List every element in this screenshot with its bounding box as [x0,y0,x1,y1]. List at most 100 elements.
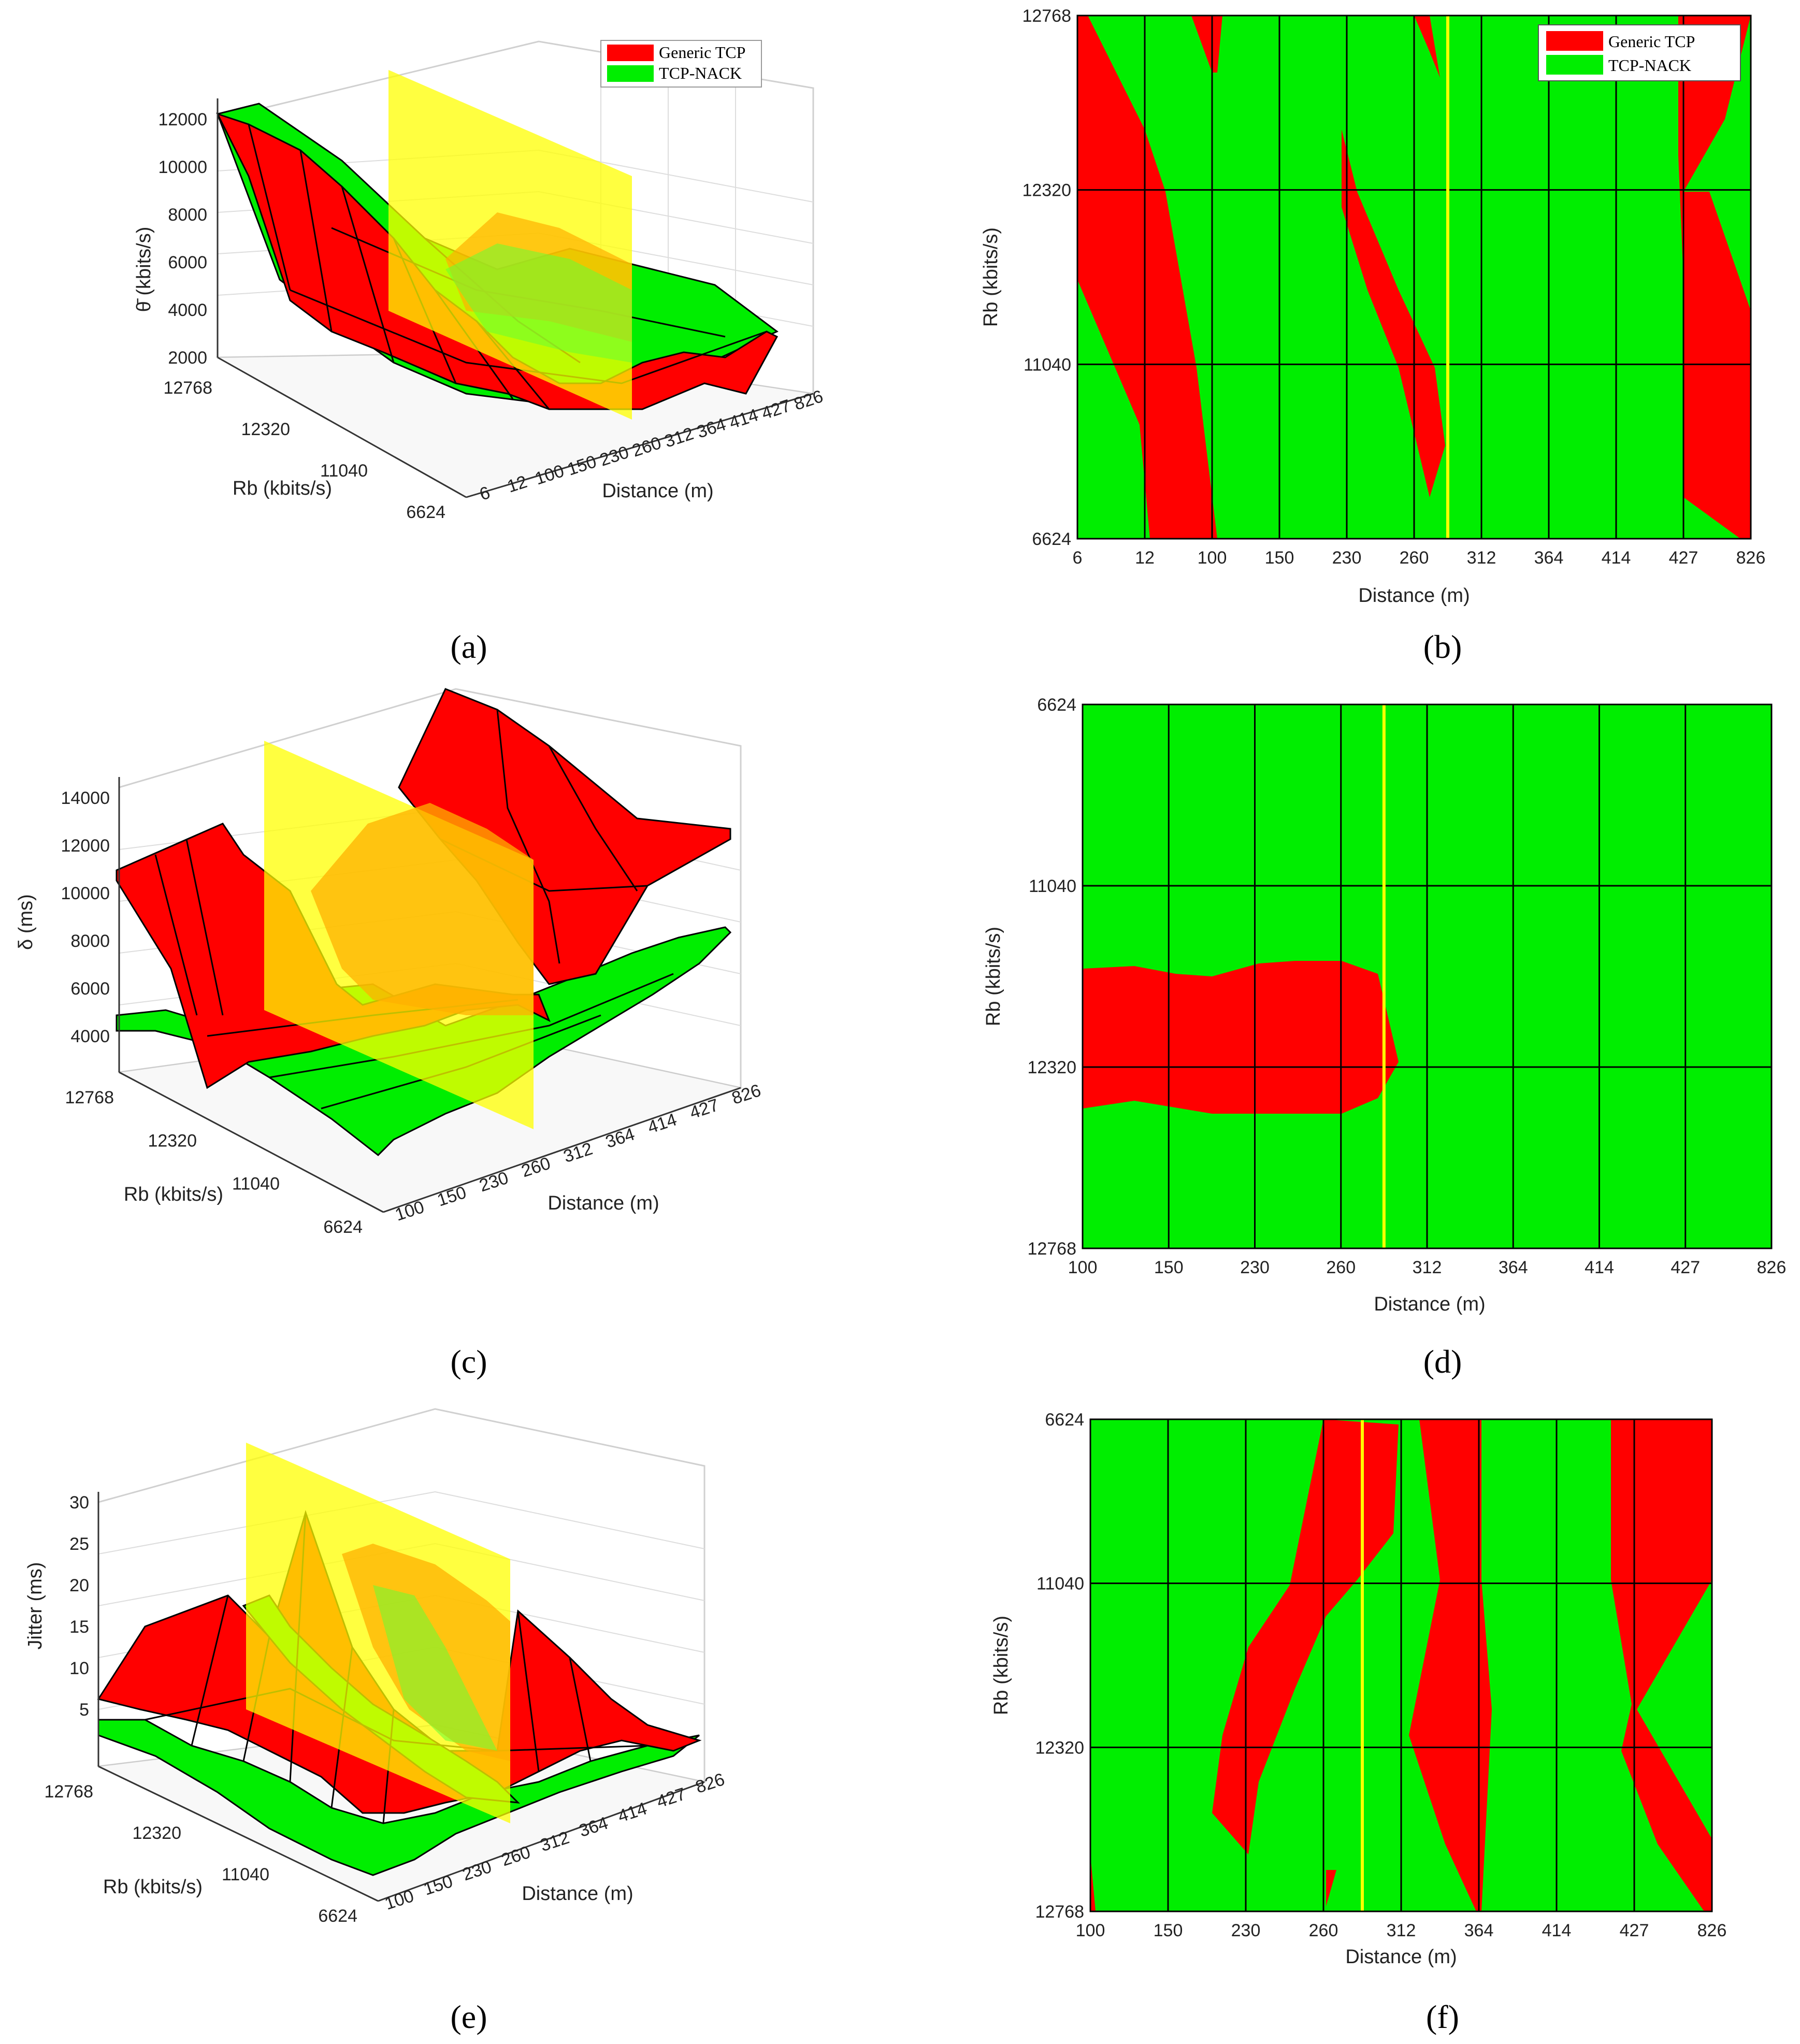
panel-b-legend-nack: TCP-NACK [1608,56,1691,75]
panel-c-z-tick: 12000 [61,836,110,856]
panel-e-z-ticks: 5 10 15 20 25 30 [69,1493,89,1720]
panel-a-legend-generic: Generic TCP [659,43,745,62]
panel-e-z-tick: 30 [69,1493,89,1513]
panel-e-y-tick: 6624 [318,1906,357,1926]
panel-a-z-tick: 2000 [168,348,207,368]
panel-a-ylabel: Rb (kbits/s) [233,478,332,499]
panel-a-z-tick: 10000 [158,157,207,177]
panel-f-region-5 [1326,1870,1336,1906]
panel-b-region-1 [1077,16,1217,539]
panel-a-z-tick: 12000 [158,110,207,129]
panel-c-z-tick: 4000 [70,1027,110,1046]
panel-f-x-tick: 230 [1231,1921,1261,1940]
panel-f-region-2 [1409,1419,1492,1911]
panel-f-region-3 [1611,1419,1712,1911]
panel-d-x-tick: 150 [1154,1258,1184,1277]
panel-c: 4000 6000 8000 10000 12000 14000 12768 12320 11… [15,688,764,1380]
panel-a-z-ticks: 2000 4000 6000 8000 10000 12000 [158,110,207,368]
panel-b-x-tick: 260 [1400,548,1429,568]
panel-b-legend: Generic TCP TCP-NACK [1538,24,1741,81]
panel-a-y-tick: 12320 [241,420,290,439]
panel-f-y-tick: 12320 [1035,1738,1084,1758]
panel-c-z-tick: 6000 [70,979,110,999]
panel-b-x-tick: 12 [1135,548,1155,568]
panel-b-y-tick: 6624 [1032,529,1071,549]
panel-b-legend-swatch-generic [1546,31,1603,51]
panel-e-plane-green [373,1585,497,1751]
panel-d-x-tick: 427 [1671,1258,1700,1277]
panel-e-z-tick: 25 [69,1534,89,1554]
panel-b-x-tick: 150 [1265,548,1294,568]
panel-f-x-tick: 260 [1309,1921,1338,1940]
panel-d-grid [1083,704,1772,1248]
panel-a-z-tick: 8000 [168,205,207,225]
panel-b-legend-swatch-nack [1546,55,1603,75]
panel-a-y-tick: 11040 [320,461,368,481]
panel-a-xlabel: Distance (m) [602,480,713,502]
panel-a-legend: Generic TCP TCP-NACK [600,40,762,88]
panel-d-region-1 [1083,961,1399,1114]
panel-f-ylabel: Rb (kbits/s) [990,1616,1012,1715]
panel-a-legend-swatch-nack [607,65,654,82]
panel-f-xlabel: Distance (m) [1345,1946,1457,1968]
panel-d-x-tick: 364 [1499,1258,1528,1277]
panel-c-xlabel: Distance (m) [548,1192,659,1214]
panel-f-y-tick: 12768 [1035,1902,1084,1922]
panel-f-y-tick: 11040 [1036,1574,1084,1594]
panel-d-x-tick: 826 [1757,1258,1787,1277]
panel-d-xlabel: Distance (m) [1374,1293,1485,1315]
panel-c-zlabel: δ (ms) [15,894,37,950]
panel-f-x-ticks: 100 150 230 260 312 364 414 427 826 [1076,1921,1727,1940]
panel-b-x-ticks: 6 12 100 150 230 260 312 364 414 427 826 [1073,548,1766,568]
panel-a-legend-nack: TCP-NACK [659,64,742,82]
panel-f-x-tick: 826 [1697,1921,1727,1940]
panel-f-caption: (f) [1426,1998,1459,2035]
panel-f-y-ticks: 12768 12320 11040 6624 [1035,1410,1084,1922]
panel-b-x-tick: 826 [1736,548,1766,568]
panel-a-y-tick: 12768 [163,378,212,398]
panel-c-caption: (c) [450,1343,487,1380]
panel-c-y-ticks: 12768 12320 11040 6624 [65,1088,363,1237]
panel-f-x-tick: 312 [1387,1921,1416,1940]
panel-d-x-tick: 260 [1326,1258,1356,1277]
panel-c-y-tick: 12768 [65,1088,114,1107]
panel-b-xlabel: Distance (m) [1358,585,1470,607]
panel-e-axes [97,1492,705,1902]
panel-d-y-tick: 12320 [1027,1058,1076,1077]
panel-e-y-tick: 12768 [44,1782,93,1802]
panel-b-x-tick: 427 [1669,548,1698,568]
panel-d-x-ticks: 100 150 230 260 312 364 414 427 826 [1068,1258,1787,1277]
panel-f-x-tick: 364 [1464,1921,1494,1940]
panel-d-y-tick: 11040 [1029,876,1076,896]
panel-b-y-tick: 12320 [1022,181,1071,200]
panel-e-z-tick: 10 [69,1659,89,1678]
panel-b: 6 12 100 150 230 260 312 364 414 427 826 6624 11040… [980,6,1765,665]
panel-f-region-4 [1090,1854,1096,1911]
panel-d-x-tick: 312 [1413,1258,1442,1277]
panel-d: 100 150 230 260 312 364 414 427 826 12768 12320 11… [983,695,1786,1380]
panel-b-x-tick: 100 [1198,548,1227,568]
panel-b-generic-regions [1077,16,1751,539]
panel-c-y-tick: 6624 [323,1217,363,1237]
panel-a-plane-green [445,243,632,363]
panel-c-plane-overlap [311,803,534,1015]
panel-e-ylabel: Rb (kbits/s) [103,1876,203,1898]
panel-b-caption: (b) [1423,628,1462,665]
panel-b-region-4 [1414,16,1440,78]
panel-c-axes [118,777,741,1213]
panel-b-y-ticks: 6624 11040 12320 12768 [1022,6,1071,549]
panel-c-y-tick: 11040 [232,1174,280,1194]
panel-b-y-tick: 12768 [1022,6,1071,26]
panel-c-z-tick: 10000 [61,884,110,903]
panel-e-zlabel: Jitter (ms) [24,1562,46,1650]
panel-d-y-tick: 12768 [1027,1239,1076,1259]
panel-b-x-tick: 6 [1073,548,1083,568]
panel-c-ylabel: Rb (kbits/s) [124,1184,223,1205]
panel-c-z-tick: 14000 [61,788,110,808]
panel-a-y-ticks: 12768 12320 11040 6624 [163,378,445,522]
panel-c-z-ticks: 4000 6000 8000 10000 12000 14000 [61,788,110,1046]
panel-e-z-tick: 15 [69,1617,89,1637]
panel-f-generic-regions [1090,1419,1712,1911]
